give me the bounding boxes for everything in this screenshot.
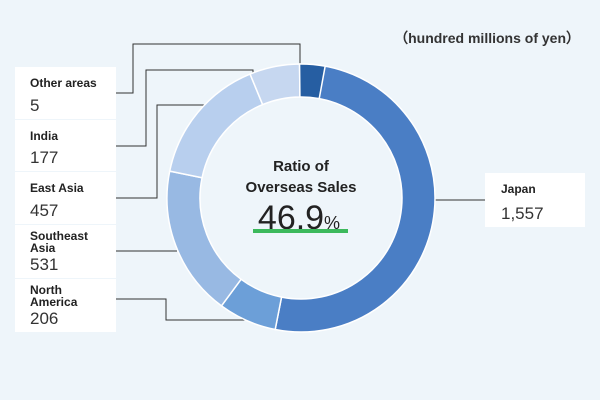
label-name-southeast-asia-line2: Asia (30, 241, 56, 255)
label-value-southeast-asia: 531 (30, 255, 58, 274)
label-name-japan: Japan (501, 182, 536, 196)
label-box-bg-other-areas (15, 67, 116, 119)
label-value-india: 177 (30, 148, 58, 167)
label-box-japan: Japan 1,557 (485, 173, 585, 227)
label-name-india: India (30, 129, 58, 143)
label-value-north-america: 206 (30, 309, 58, 328)
leader-line-other-areas (116, 43, 301, 94)
label-box-bg-india (15, 120, 116, 171)
label-value-east-asia: 457 (30, 201, 58, 220)
slice-other-areas (298, 63, 327, 100)
label-value-other-areas: 5 (30, 96, 39, 115)
label-box-other-areas: Other areas 5 (15, 67, 116, 119)
slice-southeast-asia (166, 170, 243, 307)
leader-lines (116, 43, 485, 321)
label-value-japan: 1,557 (501, 204, 544, 223)
label-box-bg-japan (485, 173, 585, 227)
ratio-underline (253, 229, 348, 233)
label-box-bg-southeast-asia (15, 225, 116, 278)
center-title-line2: Overseas Sales (246, 179, 357, 196)
label-name-southeast-asia-line1: Southeast (30, 229, 88, 243)
donut-slices (166, 63, 436, 333)
center-title-line1: Ratio of (273, 158, 330, 175)
label-box-east-asia: East Asia 457 (15, 172, 116, 224)
unit-note: （hundred millions of yen） (394, 30, 580, 46)
label-box-bg-east-asia (15, 172, 116, 224)
label-name-north-america-line2: America (30, 295, 78, 309)
leader-line-east-asia (116, 104, 205, 199)
slice-east-asia (168, 73, 264, 179)
label-name-other-areas: Other areas (30, 76, 97, 90)
overseas-ratio-percent-sign: % (324, 213, 340, 233)
center-label: Ratio of Overseas Sales 46.9 % (246, 158, 357, 237)
label-box-india: India 177 (15, 120, 116, 171)
slice-japan (274, 63, 436, 333)
label-box-bg-north-america (15, 279, 116, 332)
leader-line-north-america (116, 298, 245, 321)
label-name-north-america-line1: North (30, 283, 62, 297)
label-boxes: Japan1,557NorthAmerica206SoutheastAsia53… (15, 67, 585, 332)
label-name-east-asia: East Asia (30, 181, 84, 195)
